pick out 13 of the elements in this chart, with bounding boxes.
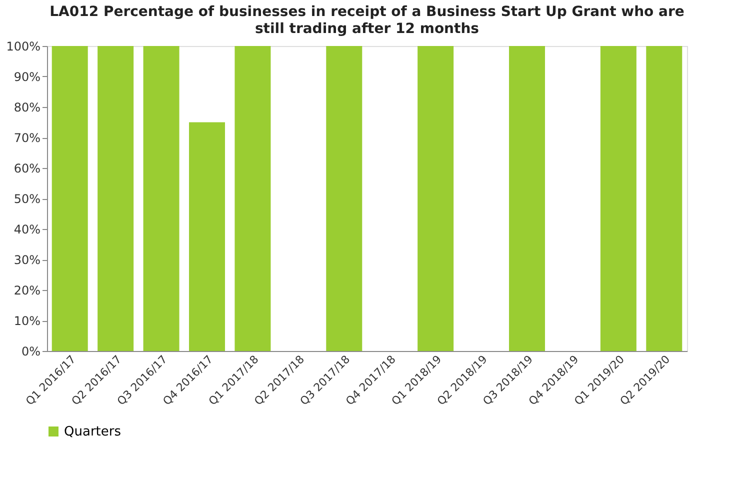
y-tick-label: 30% [14,253,40,267]
y-tick-label: 60% [14,162,40,176]
y-tick-label: 80% [14,100,40,114]
y-tick-label: 20% [14,284,40,298]
y-tick-label: 70% [14,131,40,145]
y-tick-label: 40% [14,222,40,236]
y-tick-label: 100% [6,40,40,54]
legend-label: Quarters [64,424,122,440]
y-tick-label: 50% [14,192,40,206]
chart-title: LA012 Percentage of businesses in receipt of a Business Start Up Grant who are still trading after 12 months [50,4,684,37]
y-tick-label: 0% [21,344,40,358]
y-tick-label: 10% [14,314,40,328]
y-tick-label: 90% [14,70,40,84]
